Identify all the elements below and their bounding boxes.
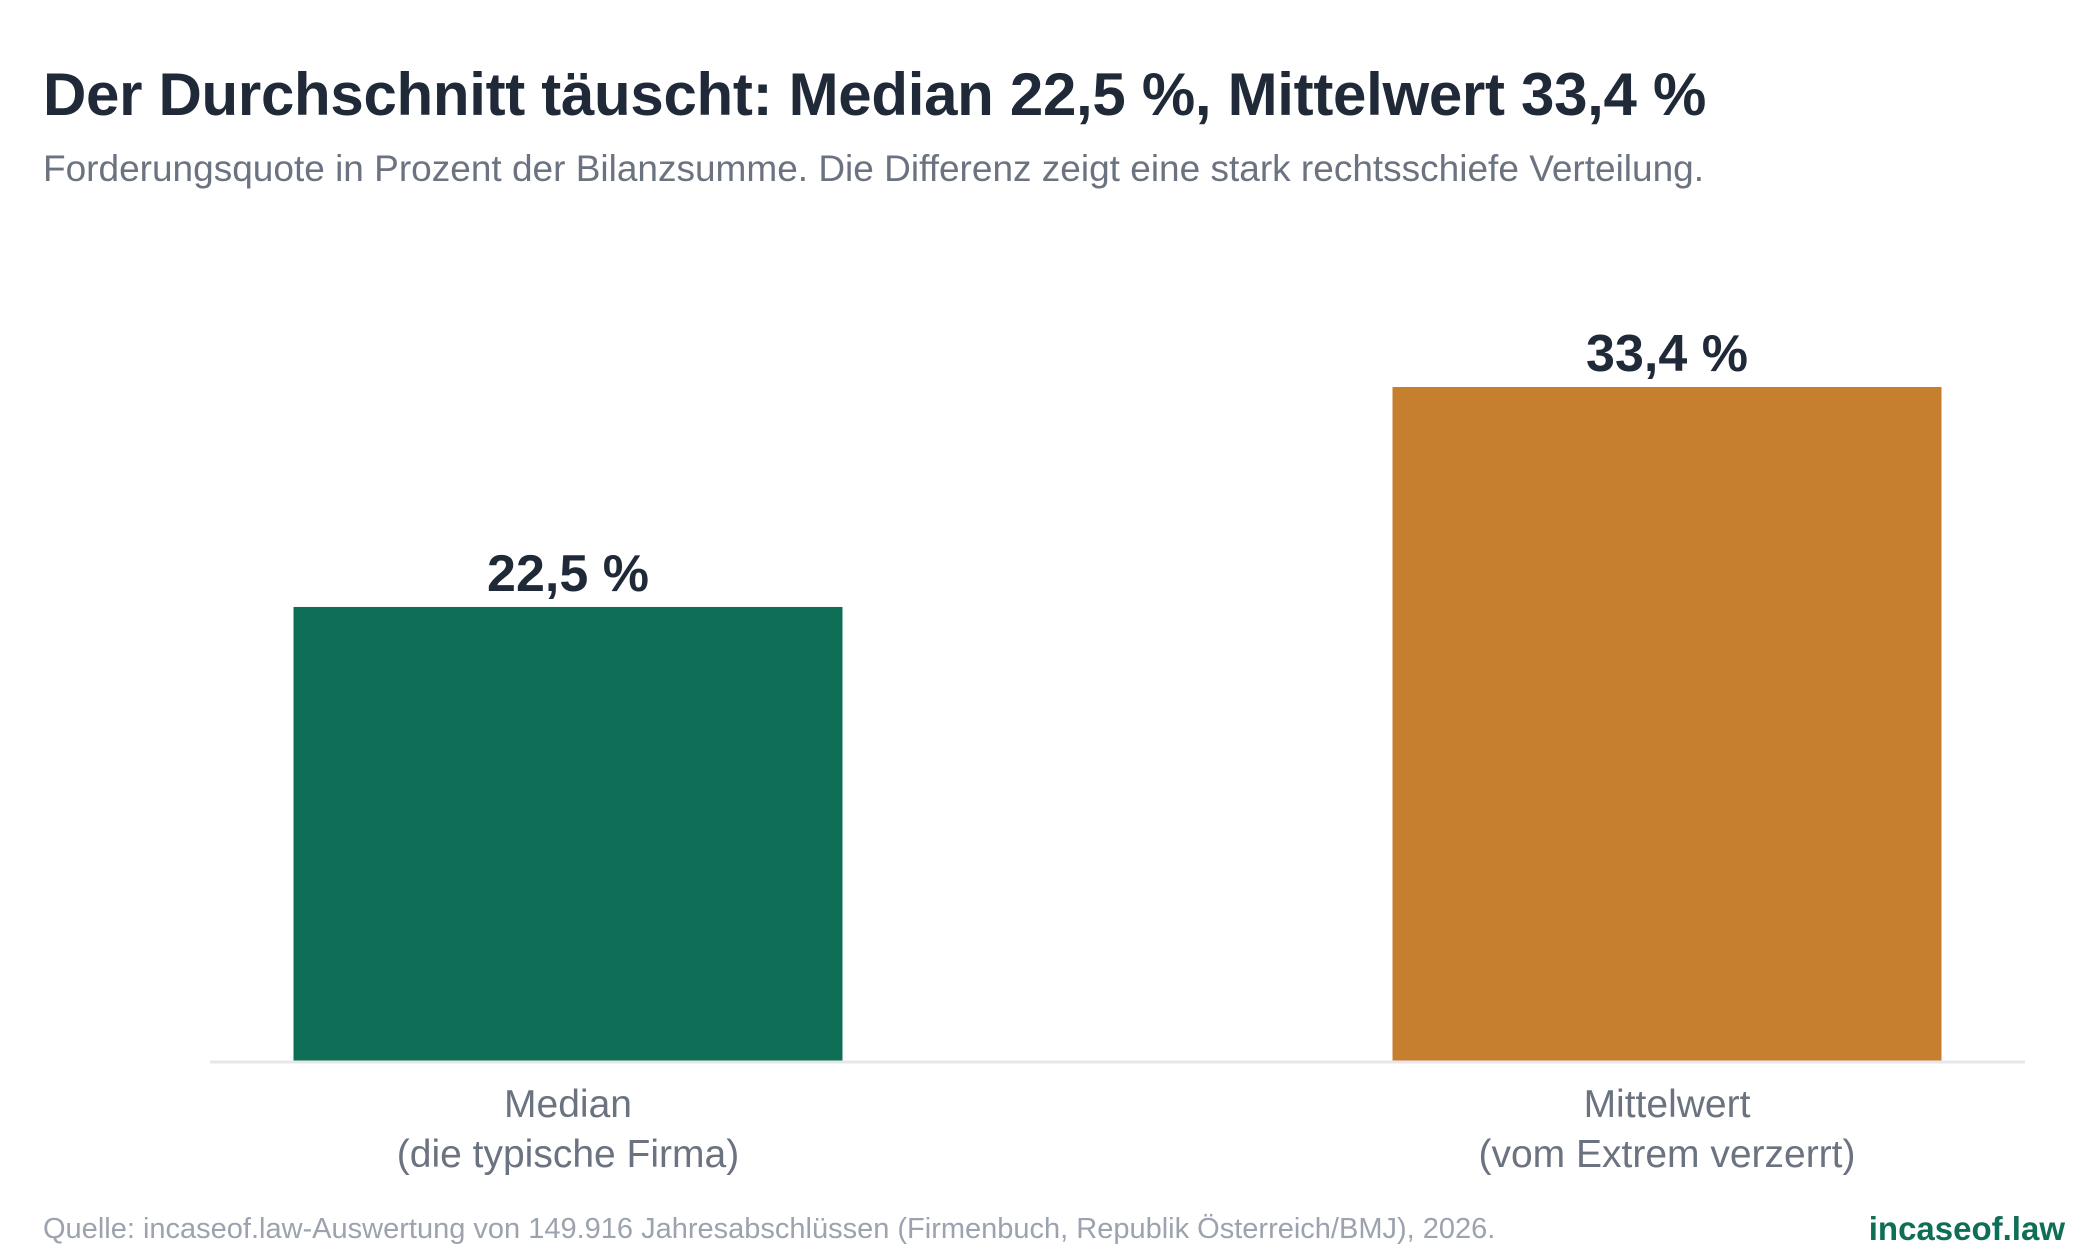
category-label-median-line-2: (die typische Firma) [397, 1133, 739, 1176]
bar-mittelwert [1392, 387, 1942, 1061]
chart-title: Der Durchschnitt täuscht: Median 22,5 %,… [43, 61, 1707, 128]
data-label-median: 22,5 % [487, 545, 649, 603]
category-label-mittelwert-line-1: Mittelwert [1584, 1083, 1751, 1126]
brand-logo[interactable]: incaseof.law [1868, 1210, 2065, 1247]
category-label-mittelwert-line-2: (vom Extrem verzerrt) [1478, 1133, 1855, 1176]
category-label-median-line-1: Median [504, 1083, 632, 1126]
data-label-mittelwert: 33,4 % [1586, 325, 1748, 383]
chart-subtitle: Forderungsquote in Prozent der Bilanzsum… [43, 148, 1705, 189]
source-note: Quelle: incaseof.law-Auswertung von 149.… [43, 1213, 1496, 1245]
bar-median [293, 606, 843, 1061]
